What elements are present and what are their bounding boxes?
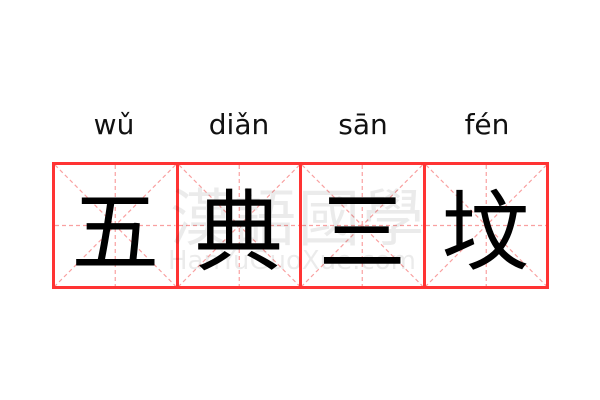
hanzi-2: 典: [194, 181, 283, 284]
hanzi-4: 坟: [441, 181, 530, 284]
grid-guides: [55, 165, 176, 286]
character-cell: 典: [179, 165, 302, 286]
pinyin-4: fén: [464, 108, 510, 141]
grid-guides: [179, 165, 300, 286]
character-cell: 五: [55, 165, 179, 286]
character-cell: 坟: [426, 165, 547, 286]
character-cell: 三: [302, 165, 426, 286]
character-grid: 五 典 三 坟: [52, 162, 549, 289]
pinyin-3: sān: [338, 108, 388, 141]
pinyin-1: wǔ: [93, 108, 135, 141]
hanzi-3: 三: [318, 181, 407, 284]
grid-guides: [302, 165, 423, 286]
hanzi-1: 五: [71, 181, 160, 284]
grid-guides: [426, 165, 547, 286]
pinyin-2: diǎn: [208, 108, 270, 141]
